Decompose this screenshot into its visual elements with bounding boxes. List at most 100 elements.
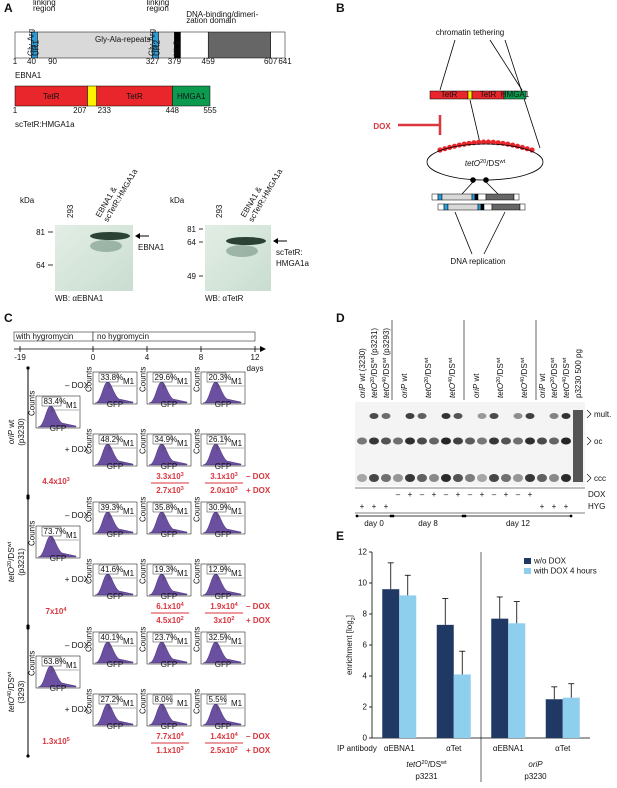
phase-label: no hygromycin [97, 332, 149, 341]
marker: 64 [187, 238, 196, 247]
text-run: /DS [382, 363, 391, 376]
text-run: /DS [562, 363, 571, 376]
colony-count: 2.0x103 [210, 486, 238, 495]
superscript: wt [7, 671, 13, 678]
band [226, 237, 266, 245]
band-oc [381, 437, 391, 445]
text-run: /DS [550, 363, 559, 376]
superscript: wt [562, 357, 568, 364]
superscript: wt [520, 357, 526, 364]
lane-label-group: oriP wt (3230) [358, 348, 367, 398]
position: 555 [203, 106, 217, 115]
domain [513, 193, 520, 201]
superscript: 3 [181, 746, 184, 752]
band-label-group: EBNA1 [138, 243, 165, 252]
text-run: /DS [486, 159, 499, 168]
condition: + DOX [65, 445, 90, 454]
blot [205, 225, 271, 291]
bracket-end [26, 366, 30, 370]
text-run: oriP [358, 383, 367, 398]
condition: – DOX [65, 381, 90, 390]
superscript: wt [496, 357, 502, 364]
lane-label: oriP wt [472, 373, 481, 398]
superscript: 40 [520, 377, 526, 383]
domain-label: DNA-binding/dimeri- [186, 10, 258, 19]
text-run: 4.5x10 [156, 616, 181, 625]
text-run: 2.7x10 [156, 486, 181, 495]
position: 641 [278, 57, 292, 66]
tick-label: 0 [91, 353, 96, 362]
hist-axis-label: Counts [193, 429, 202, 454]
text-run: tetO [448, 383, 457, 398]
colony-count: 1.1x103 [156, 746, 184, 755]
hist-axis-label: Counts [193, 689, 202, 714]
group-label-group: oriP wt (p3230) [7, 418, 26, 446]
superscript: 20 [7, 561, 13, 567]
superscript: 20 [480, 159, 486, 165]
hist-axis-group: Counts [139, 559, 148, 584]
percent: 39.3% [101, 503, 124, 512]
text-run: 1.9x10 [210, 602, 235, 611]
lane-label: oriP wt [400, 373, 409, 398]
hist-axis-label: Counts [139, 559, 148, 584]
dox-sign: – [420, 490, 425, 499]
hist-axis-label: Counts [85, 429, 94, 454]
band-ccc [357, 474, 367, 482]
condition: – DOX [246, 732, 271, 741]
gate-label: M1 [177, 569, 189, 578]
superscript: 2 [235, 746, 238, 752]
percent-box [98, 372, 119, 383]
condition: – DOX [246, 472, 271, 481]
tick-label: 8 [199, 353, 204, 362]
bracket-end [26, 626, 30, 630]
hist-axis-group: Counts [28, 391, 37, 416]
group-label-group: tetO40/DSwt(3293) [7, 671, 26, 712]
percent-box [206, 502, 227, 513]
text-run: 3x10 [214, 616, 232, 625]
percent: 83.4% [44, 397, 67, 406]
band-oc [453, 437, 463, 445]
dox-sign: – [492, 490, 497, 499]
text-run: /DS [496, 363, 505, 376]
percent-box [152, 372, 173, 383]
text-run: 1.1x10 [156, 746, 181, 755]
hist-axis-group: Counts [193, 429, 202, 454]
percent-box [41, 526, 62, 537]
text-run: tetO [424, 383, 433, 398]
day-label: day 8 [418, 519, 438, 528]
gate-label: M1 [231, 377, 243, 386]
band-oc [441, 437, 451, 445]
band-ccc [561, 474, 571, 482]
superscript: 3 [235, 486, 238, 492]
percent-box [152, 632, 173, 643]
hyg-sign: + [540, 502, 545, 511]
lane-label: tetO20/DSwt [496, 357, 505, 398]
condition: + DOX [246, 486, 271, 495]
x-tick-label: αEBNA1 [384, 744, 415, 753]
domain [180, 31, 209, 59]
caption: WB: αEBNA1 [55, 294, 104, 303]
lane-label-group: 293 [215, 204, 224, 218]
annotation: DNA replication [450, 257, 505, 266]
lane-label: tetO20/DSwt [550, 357, 559, 398]
domain [480, 203, 485, 211]
colony-count: 6.1x104 [156, 602, 184, 611]
domain [207, 31, 271, 59]
domain-label: UR2 [153, 39, 162, 56]
band-smear [90, 240, 122, 252]
hist-axis-label: GFP [215, 530, 231, 539]
domain [474, 193, 479, 201]
hist-axis-group: Counts [85, 367, 94, 392]
band-ccc [429, 474, 439, 482]
hist-axis-label: GFP [50, 554, 66, 563]
text-run: /DS [424, 363, 433, 376]
text-run: /DS [448, 363, 457, 376]
domain-label: region [147, 4, 169, 13]
percent-box [152, 694, 173, 705]
operator [461, 141, 467, 147]
x-tick-label: αTet [446, 744, 462, 753]
percent: 5.5% [209, 695, 227, 704]
arrow-head [260, 346, 266, 352]
